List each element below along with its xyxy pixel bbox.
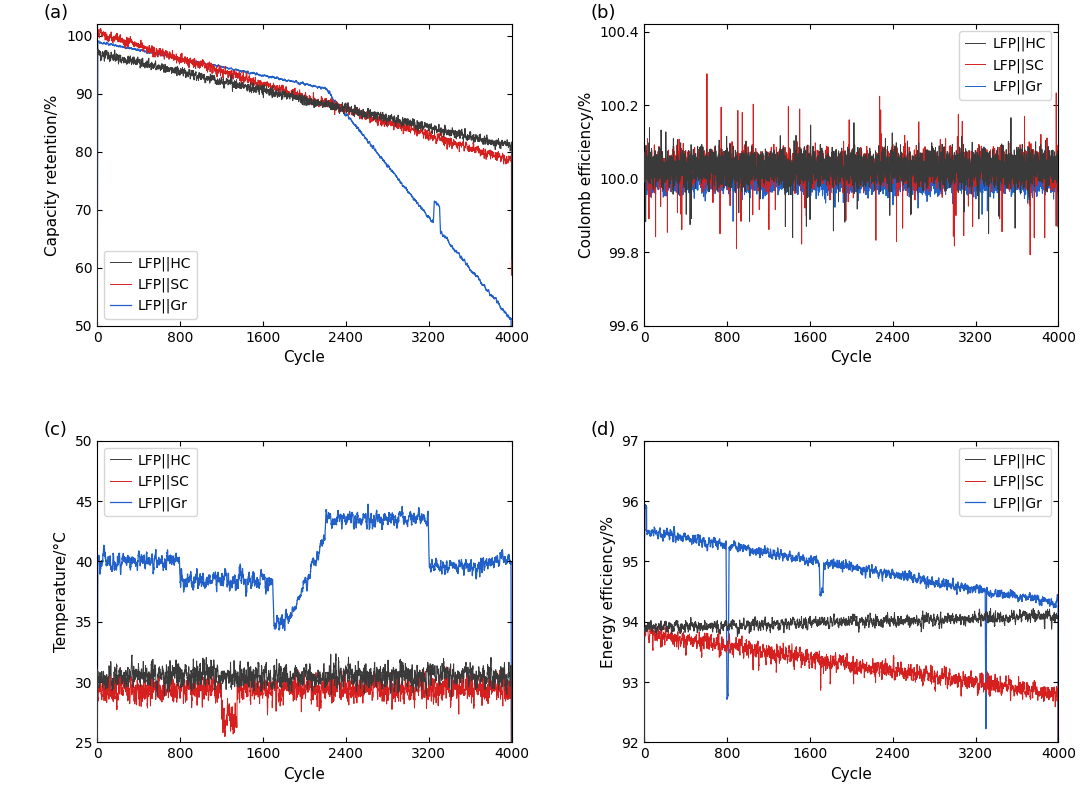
Y-axis label: Energy efficiency/%: Energy efficiency/% [600, 516, 616, 667]
Text: (b): (b) [591, 4, 616, 22]
Y-axis label: Coulomb efficiency/%: Coulomb efficiency/% [579, 92, 594, 258]
Text: (a): (a) [43, 4, 68, 22]
Y-axis label: Temperature/°C: Temperature/°C [54, 531, 69, 652]
Legend: LFP||HC, LFP||SC, LFP||Gr: LFP||HC, LFP||SC, LFP||Gr [959, 448, 1052, 516]
X-axis label: Cycle: Cycle [831, 350, 873, 366]
Y-axis label: Capacity retention/%: Capacity retention/% [45, 94, 60, 256]
Legend: LFP||HC, LFP||SC, LFP||Gr: LFP||HC, LFP||SC, LFP||Gr [104, 250, 197, 319]
Legend: LFP||HC, LFP||SC, LFP||Gr: LFP||HC, LFP||SC, LFP||Gr [104, 448, 197, 516]
X-axis label: Cycle: Cycle [831, 767, 873, 782]
Text: (d): (d) [591, 420, 616, 439]
Legend: LFP||HC, LFP||SC, LFP||Gr: LFP||HC, LFP||SC, LFP||Gr [959, 31, 1052, 99]
Text: (c): (c) [43, 420, 67, 439]
X-axis label: Cycle: Cycle [283, 767, 325, 782]
X-axis label: Cycle: Cycle [283, 350, 325, 366]
